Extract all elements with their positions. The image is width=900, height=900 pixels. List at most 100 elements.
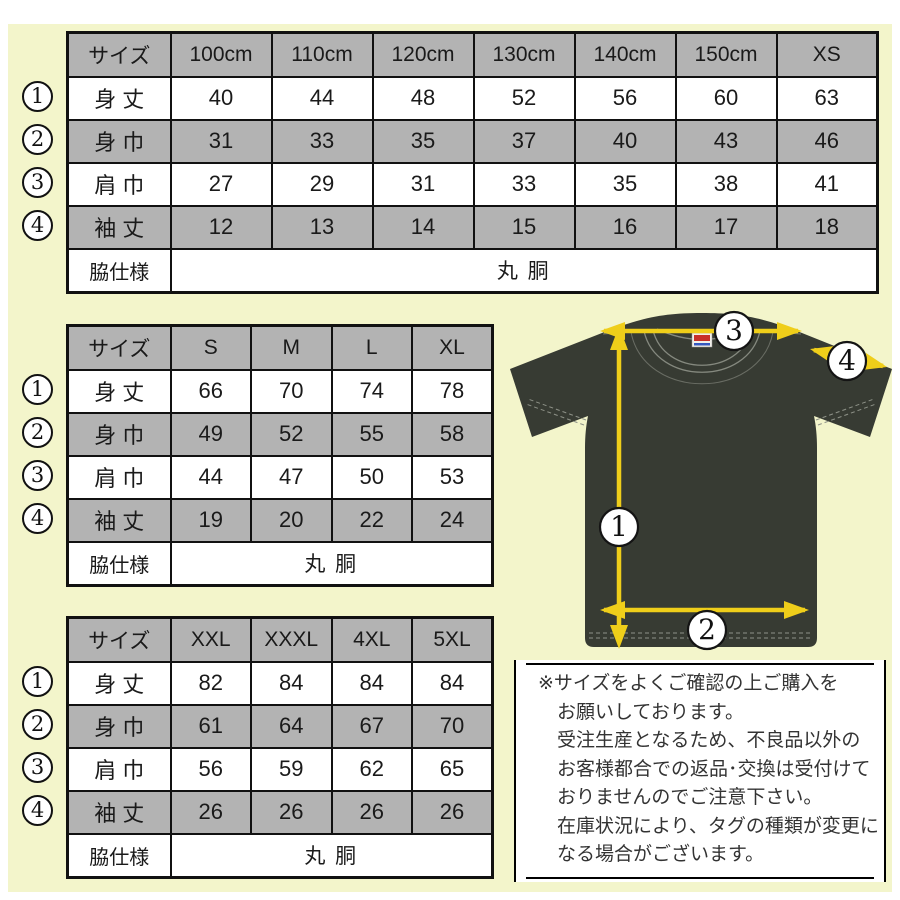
column-header-cell: 4XL — [330, 616, 413, 663]
size-header-cell: サイズ — [66, 31, 172, 78]
size-value-cell: 22 — [330, 497, 413, 543]
column-header-cell: XS — [775, 31, 879, 78]
marker-3-circle: 3 — [725, 314, 743, 347]
size-value-cell: 74 — [330, 368, 413, 414]
row-label: 身 丈 — [66, 75, 172, 121]
size-value-cell: 58 — [411, 411, 494, 457]
size-value-cell: 13 — [270, 204, 374, 250]
size-value-cell: 44 — [169, 454, 252, 500]
size-value-cell: 84 — [330, 660, 413, 706]
side-spec-label: 脇仕様 — [66, 247, 172, 294]
measure-row: 袖 丈 12 13 14 15 16 17 18 — [66, 204, 879, 250]
size-value-cell: 82 — [169, 660, 252, 706]
side-spec-value: 丸 胴 — [169, 247, 879, 294]
measure-row: 身 巾 61 64 67 70 — [66, 703, 494, 749]
size-value-cell: 60 — [674, 75, 778, 121]
column-header-cell: M — [250, 324, 333, 371]
size-value-cell: 65 — [411, 746, 494, 792]
column-header-cell: XXL — [169, 616, 252, 663]
measure-row: 肩 巾 56 59 62 65 — [66, 746, 494, 792]
size-value-cell: 84 — [250, 660, 333, 706]
marker-1-badge: 1 — [22, 666, 53, 697]
marker-3-badge: 3 — [22, 752, 53, 783]
side-spec-row: 脇仕様丸 胴 — [66, 540, 494, 587]
column-header-cell: 120cm — [371, 31, 475, 78]
brand-tag-icon — [691, 332, 713, 348]
size-value-cell: 26 — [411, 789, 494, 835]
size-value-cell: 43 — [674, 118, 778, 164]
row-label: 身 巾 — [66, 411, 172, 457]
side-spec-label: 脇仕様 — [66, 540, 172, 587]
size-value-cell: 63 — [775, 75, 879, 121]
row-label: 肩 巾 — [66, 454, 172, 500]
row-label: 袖 丈 — [66, 497, 172, 543]
size-header-cell: サイズ — [66, 324, 172, 371]
measure-row: 肩 巾 27 29 31 33 35 38 41 — [66, 161, 879, 207]
size-value-cell: 18 — [775, 204, 879, 250]
column-header-cell: XL — [411, 324, 494, 371]
size-value-cell: 52 — [250, 411, 333, 457]
column-header-cell: 5XL — [411, 616, 494, 663]
size-value-cell: 64 — [250, 703, 333, 749]
measure-row: 袖 丈 26 26 26 26 — [66, 789, 494, 835]
size-value-cell: 26 — [330, 789, 413, 835]
side-spec-row: 脇仕様丸 胴 — [66, 832, 494, 879]
size-value-cell: 44 — [270, 75, 374, 121]
size-value-cell: 50 — [330, 454, 413, 500]
marker-4-circle: 4 — [838, 344, 856, 377]
row-label: 袖 丈 — [66, 204, 172, 250]
marker-4-badge: 4 — [22, 503, 53, 534]
note-line: なる場合がございます。 — [557, 844, 765, 865]
size-header-cell: サイズ — [66, 616, 172, 663]
measure-row: 身 巾 49 52 55 58 — [66, 411, 494, 457]
marker-3-badge: 3 — [22, 460, 53, 491]
marker-2-circle: 2 — [698, 613, 716, 646]
side-spec-label: 脇仕様 — [66, 832, 172, 879]
tshirt-icon — [510, 313, 892, 647]
side-spec-row: 脇仕様丸 胴 — [66, 247, 879, 294]
measure-row: 肩 巾 44 47 50 53 — [66, 454, 494, 500]
column-header-cell: 150cm — [674, 31, 778, 78]
column-header-cell: L — [330, 324, 413, 371]
measure-row: 身 丈 66 70 74 78 — [66, 368, 494, 414]
size-value-cell: 41 — [775, 161, 879, 207]
row-label: 身 巾 — [66, 703, 172, 749]
size-value-cell: 55 — [330, 411, 413, 457]
note-line: おりませんのでご注意下さい。 — [557, 787, 823, 808]
size-value-cell: 47 — [250, 454, 333, 500]
size-value-cell: 84 — [411, 660, 494, 706]
size-value-cell: 16 — [573, 204, 677, 250]
purchase-note-box: ※サイズをよくご確認の上ご購入を お願いしております。 受注生産となるため、不良… — [514, 660, 886, 882]
size-value-cell: 17 — [674, 204, 778, 250]
size-value-cell: 27 — [169, 161, 273, 207]
size-value-cell: 12 — [169, 204, 273, 250]
marker-1-badge: 1 — [22, 374, 53, 405]
size-value-cell: 56 — [169, 746, 252, 792]
marker-2-badge: 2 — [22, 417, 53, 448]
size-value-cell: 35 — [573, 161, 677, 207]
measure-row: 身 丈 40 44 48 52 56 60 63 — [66, 75, 879, 121]
size-value-cell: 49 — [169, 411, 252, 457]
row-label: 身 丈 — [66, 368, 172, 414]
column-header-cell: 130cm — [472, 31, 576, 78]
size-value-cell: 40 — [169, 75, 273, 121]
size-value-cell: 15 — [472, 204, 576, 250]
size-value-cell: 53 — [411, 454, 494, 500]
size-value-cell: 70 — [411, 703, 494, 749]
size-value-cell: 70 — [250, 368, 333, 414]
size-value-cell: 24 — [411, 497, 494, 543]
note-line: ※サイズをよくご確認の上ご購入を — [538, 673, 839, 694]
measure-row: 身 巾 31 33 35 37 40 43 46 — [66, 118, 879, 164]
marker-3-badge: 3 — [22, 167, 53, 198]
size-value-cell: 14 — [371, 204, 475, 250]
marker-2-badge: 2 — [22, 709, 53, 740]
size-value-cell: 66 — [169, 368, 252, 414]
marker-1-badge: 1 — [22, 81, 53, 112]
size-value-cell: 37 — [472, 118, 576, 164]
size-value-cell: 26 — [250, 789, 333, 835]
diagram-marker-circles: 1 2 3 4 — [598, 310, 868, 651]
size-value-cell: 56 — [573, 75, 677, 121]
column-header-cell: 140cm — [573, 31, 677, 78]
kids-size-table: サイズ 100cm 110cm 120cm 130cm 140cm 150cm XS 身 丈 40… — [66, 31, 879, 294]
